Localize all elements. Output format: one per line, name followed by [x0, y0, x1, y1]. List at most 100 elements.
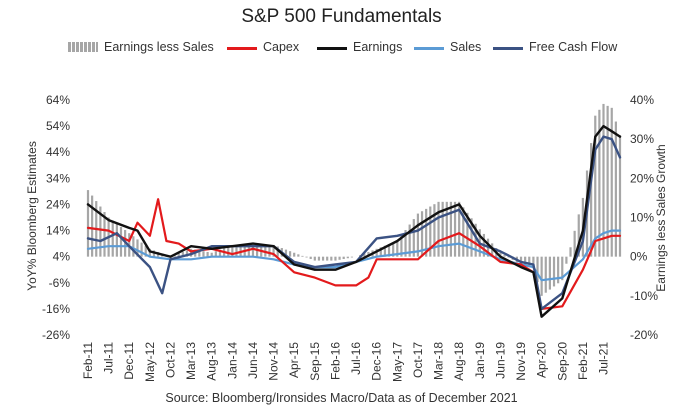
bar-earnings-less-sales — [437, 201, 440, 257]
bar-earnings-less-sales — [557, 256, 560, 284]
bar-earnings-less-sales — [387, 244, 391, 257]
legend-swatch-earnings-less-sales — [68, 42, 98, 52]
bar-earnings-less-sales — [408, 224, 411, 257]
bar-earnings-less-sales — [181, 251, 184, 257]
bar-earnings-less-sales — [103, 212, 106, 257]
series-line-earnings — [86, 124, 622, 318]
x-tick-label: Sep-20 — [555, 342, 569, 381]
y-axis-left: 64% 54% 44% 34% 24% 14% 4% -6% -16% -26% — [42, 93, 70, 342]
y-tick-label-right: 30% — [630, 132, 654, 146]
bar-earnings-less-sales — [532, 256, 535, 269]
y-tick-label-left: 4% — [53, 250, 71, 264]
bar-earnings-less-sales — [231, 244, 234, 257]
x-tick-label: Jan-19 — [473, 342, 487, 379]
legend-label-earnings-less-sales: Earnings less Sales — [104, 40, 214, 54]
bar-earnings-less-sales — [115, 223, 118, 257]
x-tick-label: Jul-16 — [349, 342, 363, 375]
x-tick-label: Jun-14 — [246, 342, 260, 379]
bar-earnings-less-sales — [470, 218, 473, 257]
bar-earnings-less-sales — [565, 256, 568, 264]
bar-earnings-less-sales — [552, 256, 556, 287]
legend-swatch-earnings — [317, 47, 347, 50]
y-tick-label-left: 24% — [46, 197, 70, 211]
bar-earnings-less-sales — [313, 256, 316, 261]
bar-earnings-less-sales — [618, 135, 622, 257]
bar-earnings-less-sales — [140, 242, 143, 257]
y-tick-label-left: 34% — [46, 171, 70, 185]
bar-earnings-less-sales — [412, 219, 415, 257]
bar-earnings-less-sales — [577, 214, 580, 257]
line-series-group — [86, 124, 622, 318]
y-axis-left-label: YoY% Bloomberg Estimates — [25, 141, 39, 291]
legend-swatch-capex — [227, 47, 257, 50]
series-line-sales — [86, 229, 622, 282]
bar-earnings-less-sales — [610, 107, 613, 257]
x-tick-label: Aug-13 — [205, 342, 219, 381]
x-tick-label: Feb-21 — [576, 342, 590, 380]
x-tick-label: Jul-11 — [102, 342, 116, 374]
legend-swatch-sales — [414, 47, 444, 50]
bar-earnings-less-sales — [363, 253, 366, 257]
bar-earnings-less-sales — [573, 230, 576, 257]
x-tick-label: Aug-18 — [452, 342, 466, 381]
bar-earnings-less-sales — [536, 256, 539, 283]
bar-earnings-less-sales — [379, 247, 382, 257]
bar-earnings-less-sales — [466, 212, 469, 257]
bar-earnings-less-sales — [449, 201, 453, 257]
bar-earnings-less-sales — [309, 256, 312, 260]
legend-item-capex: Capex — [227, 40, 299, 54]
x-tick-label: Jan-14 — [225, 342, 239, 379]
bar-earnings-less-sales — [148, 248, 151, 257]
bar-earnings-less-sales — [429, 206, 432, 257]
legend-label-earnings: Earnings — [353, 40, 403, 54]
bar-earnings-less-sales — [528, 256, 531, 268]
bar-earnings-less-sales — [350, 256, 354, 258]
y-tick-label-left: -6% — [49, 276, 71, 290]
bar-earnings-less-sales — [190, 248, 193, 257]
bar-earnings-less-sales — [206, 251, 209, 257]
bar-earnings-less-sales — [338, 256, 341, 260]
bar-earnings-less-sales — [214, 251, 217, 257]
y-tick-label-right: -20% — [630, 328, 658, 342]
bar-earnings-less-sales — [524, 256, 527, 266]
legend-item-earnings: Earnings — [317, 40, 403, 54]
legend-label-sales: Sales — [450, 40, 482, 54]
bar-earnings-less-sales — [276, 246, 279, 257]
bar-earnings-less-sales — [606, 105, 609, 257]
bar-earnings-less-sales — [177, 253, 180, 257]
y-tick-label-left: 44% — [46, 145, 70, 159]
bar-earnings-less-sales — [99, 206, 102, 257]
bar-earnings-less-sales — [453, 201, 457, 257]
bar-earnings-less-sales — [227, 246, 230, 257]
bar-earnings-less-sales — [185, 250, 189, 257]
bar-earnings-less-sales — [136, 239, 139, 257]
bar-earnings-less-sales — [441, 201, 444, 257]
bar-earnings-less-sales — [342, 256, 345, 260]
bar-earnings-less-sales — [91, 195, 94, 257]
bar-earnings-less-sales — [503, 255, 506, 257]
bar-earnings-less-sales — [297, 254, 300, 257]
x-tick-label: May-12 — [143, 342, 157, 382]
bar-earnings-less-sales — [210, 252, 213, 257]
bar-earnings-less-sales — [346, 256, 349, 259]
bar-earnings-less-sales — [561, 256, 564, 281]
bar-earnings-less-sales — [272, 244, 275, 257]
x-axis: Feb-11 Jul-11 Dec-11 May-12 Oct-12 Mar-13 Aug-… — [81, 342, 611, 382]
x-tick-label: Oct-17 — [411, 342, 425, 378]
chart-legend: Earnings less Sales Capex Earnings Sales… — [0, 40, 683, 58]
bar-earnings-less-sales — [293, 252, 296, 257]
bar-earnings-less-sales — [144, 245, 147, 257]
y-axis-right: 40% 30% 20% 10% 0% -10% -20% — [630, 93, 658, 342]
bar-earnings-less-sales — [598, 109, 601, 257]
bar-earnings-less-sales — [284, 249, 288, 257]
bar-earnings-less-sales — [425, 208, 428, 257]
x-tick-label: Nov-19 — [514, 342, 528, 381]
bar-series-earnings-less-sales — [86, 103, 622, 296]
bar-earnings-less-sales — [317, 256, 321, 261]
bar-earnings-less-sales — [86, 190, 90, 257]
bar-earnings-less-sales — [594, 115, 597, 257]
y-tick-label-right: 20% — [630, 171, 654, 185]
bar-earnings-less-sales — [383, 245, 387, 257]
bar-earnings-less-sales — [392, 242, 395, 257]
